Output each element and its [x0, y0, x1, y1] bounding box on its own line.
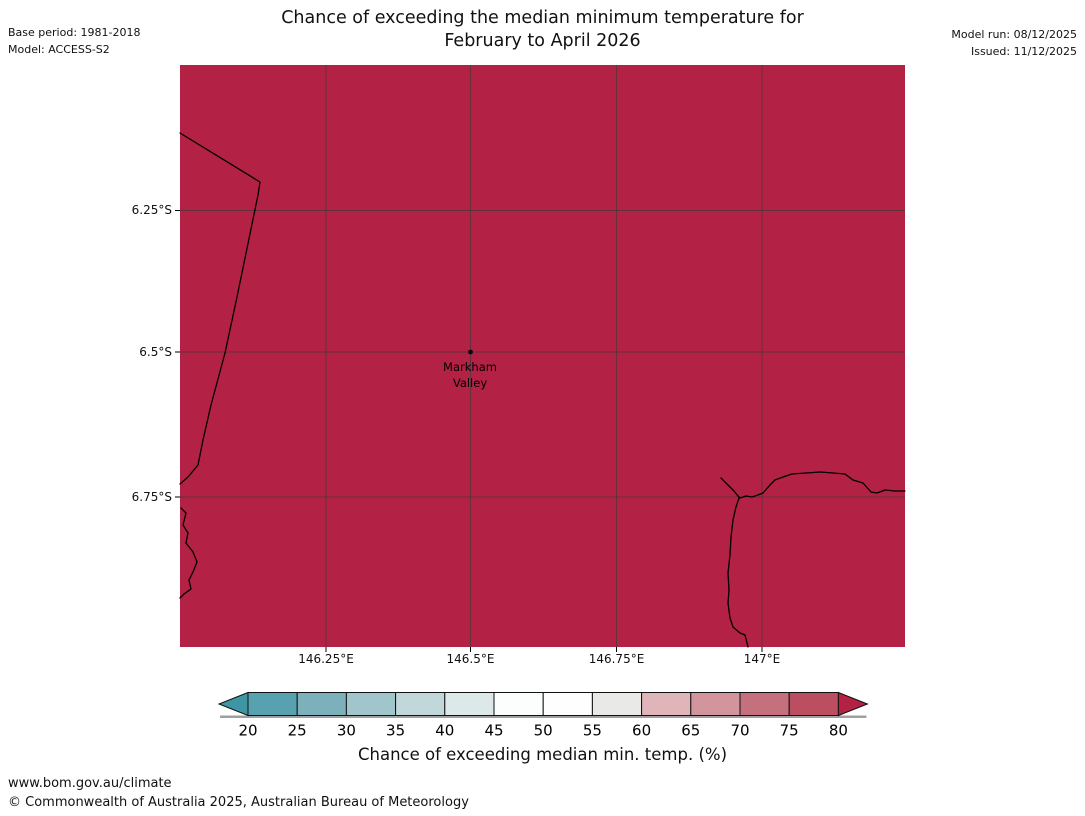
colorbar-segment [641, 692, 692, 716]
model-run-text: Model run: 08/12/2025 [951, 28, 1077, 41]
colorbar-segment [247, 692, 298, 716]
marker-label-line-1: Markham [443, 360, 497, 374]
colorbar-label: Chance of exceeding median min. temp. (%… [357, 745, 728, 764]
colorbar-left-arrow [217, 691, 249, 717]
colorbar-segment [444, 692, 495, 716]
colorbar-segment [788, 692, 839, 716]
marker-label-line-2: Valley [452, 376, 488, 390]
colorbar-shadow [220, 715, 867, 718]
colorbar-segment [345, 692, 397, 716]
lon-label-14625e: 146.25°E [298, 652, 354, 666]
footer-url: www.bom.gov.au/climate [8, 776, 172, 791]
axis-ticks [175, 210, 763, 652]
colorbar-segment [493, 692, 544, 716]
lat-label-675s: 6.75°S [131, 490, 172, 504]
base-period-block: Base period: 1981-2018 Model: ACCESS-S2 [8, 24, 140, 58]
map-canvas: Markham Valley [175, 65, 906, 652]
model-text: Model: ACCESS-S2 [8, 43, 110, 56]
coastline-east-gulf [720, 471, 906, 499]
title-line-1: Chance of exceeding the median minimum t… [281, 8, 804, 28]
colorbar: 20 25 30 35 40 45 50 55 60 65 70 75 80 [217, 691, 869, 749]
colorbar-segment [395, 692, 446, 716]
colorbar-tick-label: 50 [534, 722, 553, 740]
map-overlay-svg [175, 65, 906, 652]
colorbar-svg: 20 25 30 35 40 45 50 55 60 65 70 75 80 [217, 691, 869, 740]
footer-copyright: © Commonwealth of Australia 2025, Austra… [8, 795, 469, 810]
colorbar-tick-label: 60 [632, 722, 651, 740]
colorbar-segment [296, 692, 347, 716]
page-title: Chance of exceeding the median minimum t… [0, 7, 1085, 53]
lon-label-147e: 147°E [743, 652, 781, 666]
colorbar-right-arrow [837, 691, 869, 717]
run-info-block: Model run: 08/12/2025 Issued: 11/12/2025 [951, 26, 1077, 60]
location-marker-dot [468, 349, 473, 355]
graticule-lines [180, 65, 905, 647]
colorbar-segment [739, 692, 790, 716]
title-line-2: February to April 2026 [444, 31, 641, 51]
lat-label-65s: 6.5°S [139, 345, 172, 359]
colorbar-tick-label: 70 [730, 722, 749, 740]
colorbar-tick-label: 45 [484, 722, 503, 740]
coastline-southwest [179, 507, 198, 599]
colorbar-tick-label: 20 [238, 722, 257, 740]
colorbar-tick-label: 25 [288, 722, 307, 740]
colorbar-tick-label: 35 [386, 722, 405, 740]
colorbar-tick-label: 80 [829, 722, 848, 740]
base-period-text: Base period: 1981-2018 [8, 26, 141, 39]
colorbar-tick-label: 55 [583, 722, 602, 740]
lon-label-1465e: 146.5°E [446, 652, 495, 666]
issued-text: Issued: 11/12/2025 [970, 45, 1077, 58]
location-marker-label: Markham Valley [443, 359, 497, 391]
colorbar-segment [690, 692, 741, 716]
lat-label-625s: 6.25°S [131, 203, 172, 217]
lon-label-14675e: 146.75°E [588, 652, 645, 666]
colorbar-segment [542, 692, 593, 716]
coastline-northwest [179, 132, 261, 485]
colorbar-tick-label: 30 [337, 722, 356, 740]
colorbar-tick-label: 65 [681, 722, 700, 740]
colorbar-segment [591, 692, 643, 716]
coastline-east-south [727, 497, 749, 648]
colorbar-tick-label: 75 [780, 722, 799, 740]
colorbar-tick-label: 40 [435, 722, 454, 740]
